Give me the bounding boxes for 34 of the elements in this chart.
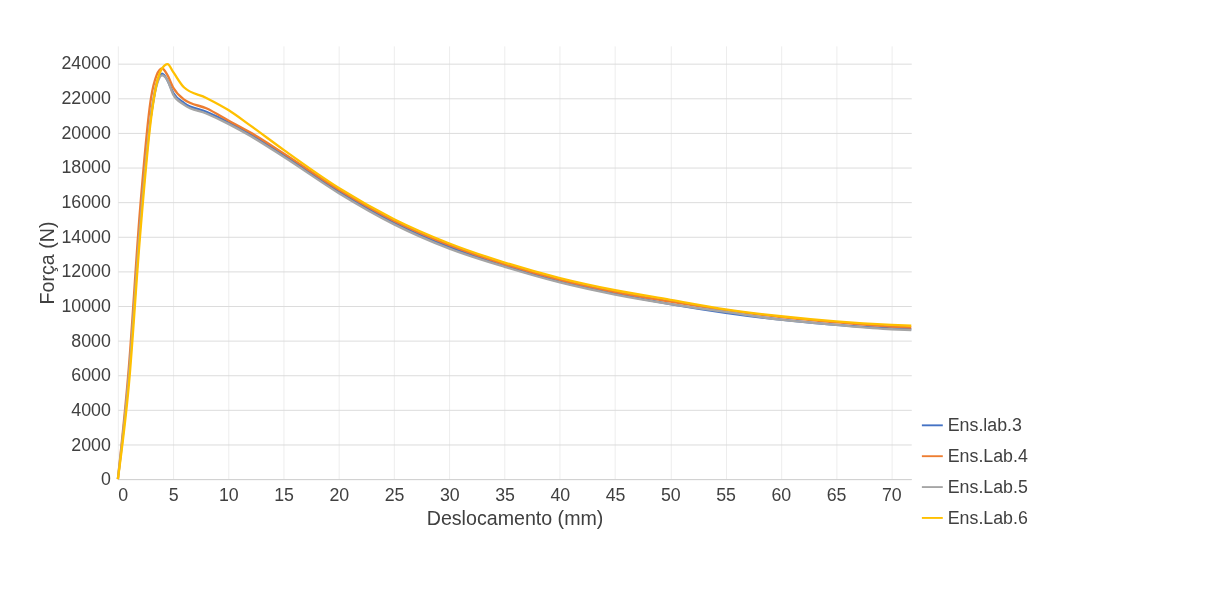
y-tick-label: 8000 bbox=[71, 330, 111, 351]
x-tick-label: 30 bbox=[439, 485, 460, 506]
y-tick-label: 0 bbox=[100, 469, 111, 490]
legend-label: Ens.Lab.5 bbox=[947, 476, 1028, 497]
y-tick-label: 4000 bbox=[71, 399, 111, 420]
y-tick-label: 6000 bbox=[71, 365, 111, 386]
x-tick-label: 55 bbox=[716, 485, 737, 506]
x-tick-label: 50 bbox=[660, 485, 681, 506]
x-tick-label: 5 bbox=[168, 485, 179, 506]
y-tick-label: 20000 bbox=[61, 122, 111, 143]
legend-label: Ens.Lab.4 bbox=[947, 445, 1028, 466]
y-tick-label: 18000 bbox=[61, 157, 111, 178]
x-tick-label: 25 bbox=[384, 485, 405, 506]
x-tick-label: 65 bbox=[826, 485, 847, 506]
y-tick-label: 14000 bbox=[61, 226, 111, 247]
x-axis-title: Deslocamento (mm) bbox=[426, 506, 604, 529]
x-tick-label: 70 bbox=[881, 485, 902, 506]
y-tick-label: 24000 bbox=[61, 53, 111, 74]
legend-label: Ens.Lab.6 bbox=[947, 507, 1028, 528]
x-tick-label: 0 bbox=[118, 485, 129, 506]
y-tick-label: 22000 bbox=[61, 88, 111, 108]
x-tick-label: 35 bbox=[495, 485, 516, 506]
x-tick-label: 40 bbox=[550, 485, 571, 506]
x-tick-label: 60 bbox=[771, 485, 792, 506]
x-tick-label: 15 bbox=[274, 485, 295, 506]
y-tick-label: 12000 bbox=[61, 261, 111, 282]
x-tick-label: 20 bbox=[329, 485, 350, 506]
y-tick-label: 10000 bbox=[61, 295, 111, 316]
x-tick-label: 45 bbox=[605, 485, 626, 506]
y-axis-title: Força (N) bbox=[35, 221, 58, 305]
legend-label: Ens.lab.3 bbox=[947, 414, 1022, 435]
y-tick-label: 2000 bbox=[71, 434, 111, 455]
y-tick-label: 16000 bbox=[61, 191, 111, 212]
x-tick-label: 10 bbox=[218, 485, 239, 506]
